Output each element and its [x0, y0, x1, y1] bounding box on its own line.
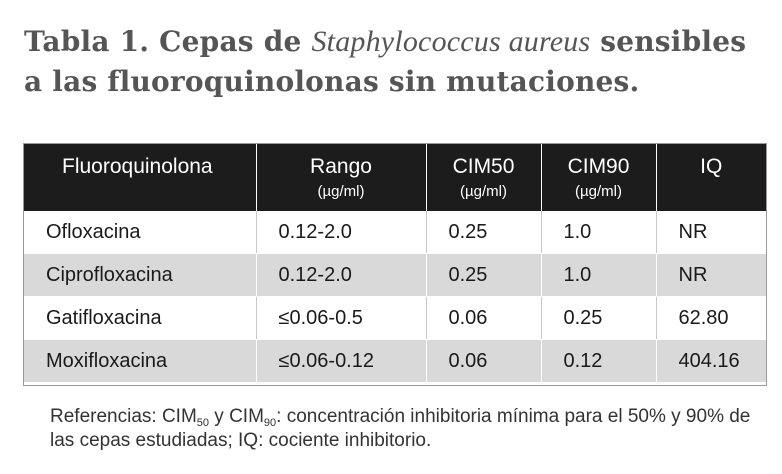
- header-label: Fluoroquinolona: [62, 155, 213, 178]
- table-footnote: Referencias: CIM50 y CIM90: concentració…: [50, 405, 770, 453]
- footnote-text: y CIM: [209, 406, 264, 427]
- table-row: Gatifloxacina ≤0.06-0.5 0.06 0.25 62.80: [24, 296, 766, 340]
- cell-cim90: 1.0: [541, 253, 657, 297]
- cell-rango: ≤0.06-0.5: [256, 296, 427, 340]
- header-unit: (µg/ml): [460, 183, 507, 200]
- cell-iq: 62.80: [656, 296, 766, 340]
- cell-cim90: 1.0: [541, 211, 657, 254]
- header-unit: (µg/ml): [317, 183, 365, 200]
- footnote-subscript: 50: [196, 417, 210, 429]
- header-label: IQ: [700, 155, 723, 178]
- table-title-species: Staphylococcus aureus: [311, 25, 591, 58]
- header-label: CIM90: [567, 155, 630, 178]
- header-cim90: CIM90 (µg/ml): [541, 144, 657, 211]
- footnote-subscript: 90: [263, 417, 277, 429]
- table-row: Ofloxacina 0.12-2.0 0.25 1.0 NR: [24, 211, 766, 254]
- footnote-text: Referencias: CIM: [50, 406, 197, 427]
- header-label: CIM50: [452, 155, 515, 178]
- table-title: Tabla 1. Cepas de Staphylococcus aureus …: [24, 22, 774, 102]
- cell-cim90: 0.12: [541, 339, 657, 383]
- cell-fluoroquinolona: Moxifloxacina: [24, 339, 257, 383]
- table-row: Moxifloxacina ≤0.06-0.12 0.06 0.12 404.1…: [24, 339, 766, 383]
- cell-fluoroquinolona: Ciprofloxacina: [24, 253, 257, 297]
- cell-iq: NR: [656, 253, 766, 297]
- table-title-suffix: sensibles a las fluoroquinolonas sin mut…: [24, 25, 747, 98]
- table-header-row: Fluoroquinolona Rango (µg/ml) CIM50 (µg/…: [24, 144, 766, 211]
- header-unit: (µg/ml): [575, 183, 622, 200]
- cell-cim50: 0.06: [426, 339, 542, 383]
- cell-fluoroquinolona: Gatifloxacina: [24, 296, 257, 340]
- table-row: Ciprofloxacina 0.12-2.0 0.25 1.0 NR: [24, 253, 766, 297]
- header-iq: IQ: [656, 144, 766, 211]
- footnote-text: : concentración inhibitoria mínima para …: [50, 406, 751, 451]
- table-title-prefix: Tabla 1. Cepas de: [24, 25, 312, 58]
- cell-cim50: 0.25: [426, 253, 542, 297]
- header-fluoroquinolona: Fluoroquinolona: [24, 144, 257, 211]
- fluoroquinolone-table: Fluoroquinolona Rango (µg/ml) CIM50 (µg/…: [24, 144, 766, 383]
- cell-rango: ≤0.06-0.12: [256, 339, 427, 383]
- cell-cim50: 0.06: [426, 296, 542, 340]
- cell-iq: 404.16: [656, 339, 766, 383]
- cell-cim90: 0.25: [541, 296, 657, 340]
- cell-cim50: 0.25: [426, 211, 542, 254]
- header-cim50: CIM50 (µg/ml): [426, 144, 542, 211]
- header-rango: Rango (µg/ml): [256, 144, 427, 211]
- cell-fluoroquinolona: Ofloxacina: [24, 211, 257, 254]
- cell-rango: 0.12-2.0: [256, 253, 427, 297]
- header-label: Rango: [310, 155, 372, 178]
- cell-iq: NR: [656, 211, 766, 254]
- cell-rango: 0.12-2.0: [256, 211, 427, 254]
